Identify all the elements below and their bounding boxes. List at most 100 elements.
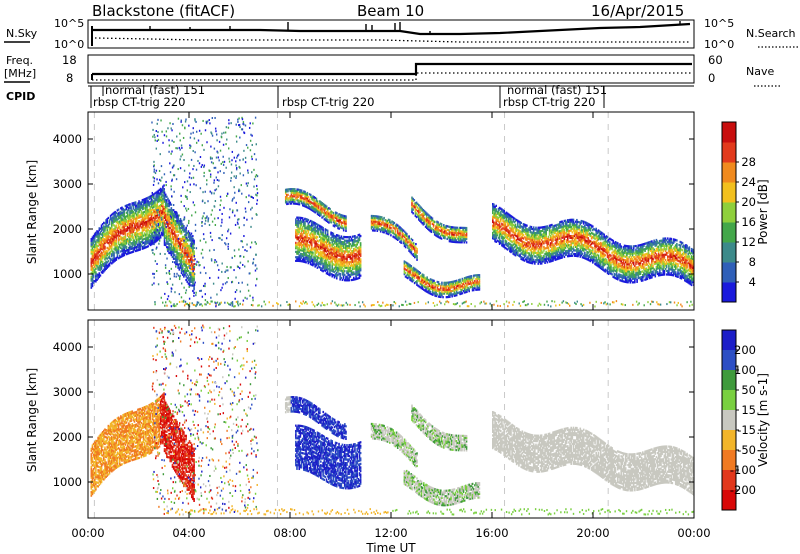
power-cell bbox=[455, 292, 458, 295]
power-cell bbox=[446, 234, 449, 237]
power-cell bbox=[176, 228, 178, 232]
power-cell bbox=[189, 251, 192, 255]
power-cell bbox=[312, 195, 314, 198]
power-cell bbox=[183, 257, 185, 260]
power-cell bbox=[334, 275, 337, 278]
power-cell bbox=[457, 230, 460, 233]
beam-title: Beam 10 bbox=[357, 2, 424, 20]
power-cell bbox=[438, 292, 441, 295]
power-cell bbox=[103, 245, 105, 248]
power-cell bbox=[330, 256, 332, 259]
power-cell bbox=[304, 190, 306, 194]
power-cell bbox=[98, 229, 101, 232]
power-cell bbox=[306, 197, 309, 200]
power-cell bbox=[290, 202, 293, 205]
power-cell bbox=[326, 235, 329, 238]
power-cell bbox=[509, 214, 511, 217]
power-cell bbox=[135, 238, 138, 241]
power-cell bbox=[158, 222, 161, 226]
power-cell bbox=[521, 233, 524, 236]
power-cell bbox=[315, 244, 318, 247]
power-cell bbox=[412, 244, 415, 247]
power-cell bbox=[120, 235, 122, 239]
power-cell bbox=[523, 250, 526, 253]
power-cell bbox=[328, 241, 330, 244]
power-cell bbox=[147, 239, 149, 242]
power-cell bbox=[336, 219, 338, 222]
power-cell bbox=[145, 233, 147, 236]
power-cell bbox=[171, 219, 174, 223]
power-cell bbox=[115, 235, 118, 238]
power-cell bbox=[114, 227, 116, 230]
power-cell bbox=[298, 256, 301, 259]
power-cell bbox=[168, 221, 170, 224]
power-cell bbox=[428, 221, 430, 224]
power-cell bbox=[143, 226, 146, 230]
power-cell bbox=[346, 245, 348, 248]
power-cell bbox=[318, 262, 321, 265]
power-cell bbox=[354, 238, 356, 241]
power-cell bbox=[339, 262, 341, 265]
power-cell bbox=[416, 256, 418, 260]
power-cell bbox=[159, 198, 162, 201]
power-cell bbox=[295, 221, 297, 225]
power-cell bbox=[452, 228, 454, 231]
power-cell bbox=[419, 216, 421, 219]
power-cell bbox=[352, 267, 355, 270]
power-cell bbox=[125, 249, 128, 252]
power-cell bbox=[123, 230, 126, 233]
power-cell bbox=[300, 236, 303, 239]
power-cell bbox=[120, 246, 122, 249]
power-cell bbox=[339, 269, 341, 272]
power-cell bbox=[179, 217, 182, 221]
power-cell bbox=[316, 207, 319, 210]
power-cell bbox=[492, 235, 494, 238]
power-cell bbox=[510, 220, 512, 223]
power-cell bbox=[107, 238, 110, 241]
power-cell bbox=[186, 280, 189, 283]
power-cell bbox=[162, 223, 164, 226]
power-cell bbox=[320, 213, 322, 216]
power-cell bbox=[523, 246, 526, 250]
power-cell bbox=[172, 212, 175, 215]
power-cell bbox=[348, 246, 351, 249]
power-cell bbox=[126, 211, 129, 214]
power-cell bbox=[337, 238, 339, 241]
power-cell bbox=[451, 289, 453, 293]
power-cell bbox=[325, 239, 328, 242]
power-cell bbox=[493, 214, 495, 217]
power-cell bbox=[129, 222, 131, 226]
power-cell bbox=[376, 226, 379, 229]
power-cell bbox=[340, 269, 343, 272]
power-cell bbox=[424, 285, 426, 288]
power-cell bbox=[346, 239, 348, 242]
power-cell bbox=[185, 232, 187, 235]
power-cell bbox=[309, 257, 312, 260]
power-cell bbox=[333, 258, 336, 261]
power-cell bbox=[322, 257, 324, 260]
power-cell bbox=[317, 254, 320, 257]
power-cell bbox=[328, 216, 330, 219]
power-cell bbox=[169, 237, 172, 240]
power-cell bbox=[131, 247, 134, 250]
power-cell bbox=[343, 252, 346, 255]
power-cell bbox=[147, 196, 149, 199]
power-cell bbox=[511, 244, 513, 247]
power-cell bbox=[159, 205, 162, 208]
power-cell bbox=[312, 209, 314, 212]
power-cell bbox=[515, 247, 518, 250]
power-cell bbox=[391, 231, 393, 234]
power-cell bbox=[428, 214, 430, 217]
power-cell bbox=[317, 252, 320, 256]
power-cell bbox=[93, 251, 96, 254]
power-cell bbox=[331, 248, 334, 251]
power-cell bbox=[462, 226, 464, 230]
power-cell bbox=[297, 236, 299, 239]
power-cell bbox=[131, 231, 134, 234]
power-cell bbox=[115, 256, 118, 260]
power-cell bbox=[462, 290, 465, 293]
power-cell bbox=[510, 227, 512, 230]
power-cell bbox=[149, 213, 152, 216]
power-cell bbox=[358, 273, 361, 276]
power-cell bbox=[164, 202, 167, 205]
